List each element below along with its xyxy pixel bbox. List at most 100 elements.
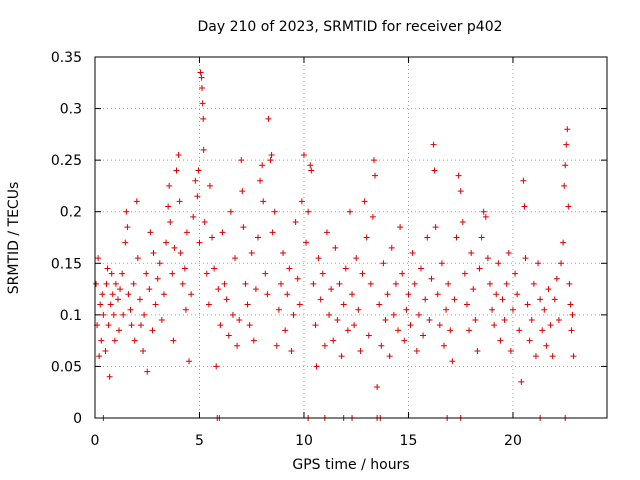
data-point — [141, 311, 148, 318]
data-point — [288, 347, 295, 354]
data-point — [280, 249, 287, 256]
data-point — [117, 286, 124, 293]
data-point — [403, 306, 410, 313]
y-tick-label: 0.3 — [60, 102, 82, 118]
data-point — [491, 322, 498, 329]
y-tick-label: 0.35 — [51, 50, 82, 66]
data-point — [170, 337, 177, 344]
data-point — [428, 275, 435, 282]
data-point — [443, 306, 450, 313]
x-tick-label: 5 — [195, 433, 204, 449]
data-point — [227, 208, 234, 215]
data-point — [390, 311, 397, 318]
data-point — [539, 327, 546, 334]
data-point — [262, 270, 269, 277]
data-point — [522, 255, 529, 262]
data-point — [346, 208, 353, 215]
data-point — [114, 296, 121, 303]
data-point — [361, 198, 368, 205]
data-point — [131, 337, 138, 344]
data-point — [305, 208, 312, 215]
data-point — [447, 327, 454, 334]
data-point — [365, 332, 372, 339]
data-point — [246, 322, 253, 329]
data-point — [239, 188, 246, 195]
data-point — [355, 306, 362, 313]
data-point — [422, 296, 429, 303]
data-point — [296, 301, 303, 308]
data-point — [516, 327, 523, 334]
data-point — [474, 347, 481, 354]
data-point — [269, 229, 276, 236]
data-point — [537, 296, 544, 303]
data-point — [357, 347, 364, 354]
data-point — [190, 213, 197, 220]
data-point — [200, 146, 207, 153]
data-point — [340, 301, 347, 308]
data-point — [321, 342, 328, 349]
data-point — [560, 239, 567, 246]
data-point — [530, 280, 537, 287]
data-point — [558, 260, 565, 267]
data-point — [199, 100, 206, 107]
data-point — [407, 322, 414, 329]
data-point — [553, 275, 560, 282]
data-point — [564, 126, 571, 133]
data-point — [561, 182, 568, 189]
data-point — [275, 306, 282, 313]
data-point — [507, 347, 514, 354]
data-point — [545, 286, 552, 293]
data-point — [250, 337, 257, 344]
y-tick-label: 0.1 — [60, 308, 82, 324]
data-point — [192, 177, 199, 184]
data-point — [146, 286, 153, 293]
data-point — [225, 332, 232, 339]
data-point — [194, 193, 201, 200]
data-point — [196, 239, 203, 246]
data-point — [563, 141, 570, 148]
data-point — [434, 291, 441, 298]
data-point — [107, 301, 114, 308]
data-point — [294, 275, 301, 282]
data-point — [108, 270, 115, 277]
y-tick-label: 0.2 — [60, 205, 82, 221]
data-point — [472, 317, 479, 324]
data-point — [512, 270, 519, 277]
data-point — [413, 347, 420, 354]
data-point — [264, 291, 271, 298]
data-point — [374, 384, 381, 391]
data-point — [386, 353, 393, 360]
data-point — [409, 249, 416, 256]
data-point — [137, 322, 144, 329]
data-point — [223, 296, 230, 303]
data-point — [549, 353, 556, 360]
data-point — [209, 234, 216, 241]
data-point — [359, 270, 366, 277]
data-point — [156, 260, 163, 267]
data-point — [110, 311, 117, 318]
data-point — [451, 296, 458, 303]
data-point — [229, 311, 236, 318]
data-point — [317, 296, 324, 303]
data-point — [509, 306, 516, 313]
data-point — [188, 291, 195, 298]
data-point — [282, 327, 289, 334]
data-point — [470, 286, 477, 293]
data-point — [211, 265, 218, 272]
x-tick-label: 10 — [295, 433, 313, 449]
data-point — [367, 280, 374, 287]
data-point — [565, 203, 572, 210]
x-tick-label: 20 — [504, 433, 522, 449]
data-point — [334, 317, 341, 324]
data-point — [140, 347, 147, 354]
data-point — [378, 342, 385, 349]
data-point — [570, 353, 577, 360]
data-point — [181, 265, 188, 272]
data-point — [562, 162, 569, 169]
data-point — [313, 363, 320, 370]
data-point — [171, 244, 178, 251]
data-point — [242, 280, 249, 287]
data-point — [152, 301, 159, 308]
data-point — [96, 353, 103, 360]
data-point — [119, 270, 126, 277]
